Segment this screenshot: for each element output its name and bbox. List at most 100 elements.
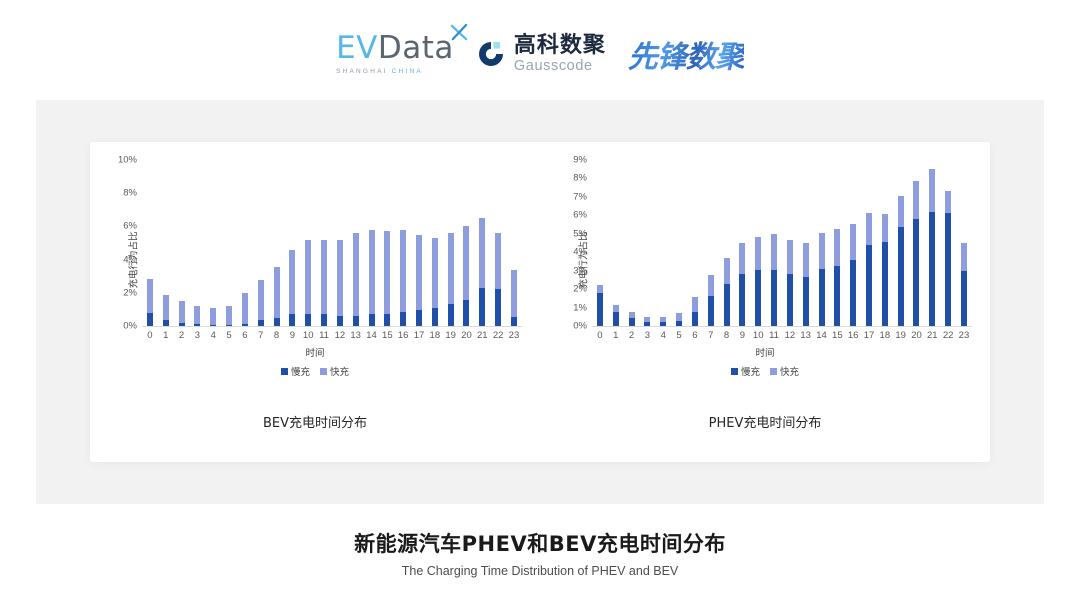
- bar-segment-slow: [834, 265, 841, 326]
- bar-column[interactable]: [158, 160, 174, 326]
- bar-column[interactable]: [284, 160, 300, 326]
- x-tick-label: 13: [350, 330, 361, 341]
- bar-segment-fast: [739, 242, 746, 274]
- bar-column[interactable]: [671, 160, 687, 326]
- bar-segment-slow: [368, 314, 375, 326]
- bar-column[interactable]: [221, 160, 237, 326]
- figure-caption: 新能源汽车PHEV和BEV充电时间分布 The Charging Time Di…: [0, 528, 1080, 578]
- bar-segment-fast: [510, 269, 517, 317]
- bar-stack: [336, 239, 343, 326]
- bar-column[interactable]: [174, 160, 190, 326]
- bar-column[interactable]: [253, 160, 269, 326]
- x-tick-label: 22: [492, 330, 504, 341]
- bar-column[interactable]: [624, 160, 640, 326]
- bar-column[interactable]: [237, 160, 253, 326]
- bar-column[interactable]: [490, 160, 506, 326]
- bar-column[interactable]: [411, 160, 427, 326]
- bar-column[interactable]: [829, 160, 845, 326]
- bar-column[interactable]: [142, 160, 158, 326]
- bar-segment-fast: [881, 213, 888, 243]
- bar-column[interactable]: [427, 160, 443, 326]
- bar-segment-slow: [336, 315, 343, 326]
- legend-item-fast[interactable]: 快充: [770, 364, 799, 378]
- evdata-ev-text: EV: [336, 30, 378, 66]
- bar-column[interactable]: [189, 160, 205, 326]
- bar-column[interactable]: [395, 160, 411, 326]
- bar-column[interactable]: [364, 160, 380, 326]
- x-tick-label: 4: [210, 330, 216, 341]
- bar-column[interactable]: [205, 160, 221, 326]
- bar-column[interactable]: [798, 160, 814, 326]
- bar-column[interactable]: [750, 160, 766, 326]
- bar-column[interactable]: [459, 160, 475, 326]
- legend-label-fast: 快充: [780, 367, 800, 378]
- bar-column[interactable]: [506, 160, 522, 326]
- bar-segment-slow: [289, 314, 296, 326]
- bar-column[interactable]: [782, 160, 798, 326]
- circle-c-icon: [476, 39, 506, 69]
- x-axis-title-phev: 时间: [755, 348, 775, 359]
- bar-column[interactable]: [332, 160, 348, 326]
- bar-segment-fast: [691, 296, 698, 313]
- bar-column[interactable]: [348, 160, 364, 326]
- bar-segment-fast: [865, 213, 872, 245]
- bar-column[interactable]: [443, 160, 459, 326]
- bar-segment-fast: [707, 275, 714, 297]
- bar-segment-slow: [913, 219, 920, 326]
- x-tick-label: 11: [769, 330, 779, 341]
- x-tick-label: 1: [163, 330, 169, 341]
- bar-column[interactable]: [687, 160, 703, 326]
- bar-column[interactable]: [909, 160, 925, 326]
- bar-stack: [146, 278, 153, 326]
- bar-column[interactable]: [861, 160, 877, 326]
- bar-stack: [400, 229, 407, 326]
- legend-swatch-slow: [730, 367, 738, 375]
- legend-item-slow[interactable]: 慢充: [730, 364, 760, 378]
- bar-column[interactable]: [814, 160, 830, 326]
- legend-label-fast: 快充: [330, 367, 350, 378]
- bar-column[interactable]: [845, 160, 861, 326]
- legend-swatch-fast: [770, 367, 777, 375]
- bar-segment-slow: [786, 274, 793, 326]
- bar-segment-slow: [802, 277, 809, 326]
- bar-column[interactable]: [269, 160, 285, 326]
- bar-column[interactable]: [893, 160, 909, 326]
- bar-column[interactable]: [719, 160, 735, 326]
- legend-item-slow[interactable]: 慢充: [280, 364, 310, 378]
- x-tick-label: 2: [178, 330, 185, 341]
- bar-column[interactable]: [300, 160, 316, 326]
- bar-column[interactable]: [592, 160, 608, 326]
- bar-column[interactable]: [877, 160, 893, 326]
- bar-stack: [881, 213, 888, 326]
- bar-stack: [897, 195, 904, 326]
- bar-column[interactable]: [703, 160, 719, 326]
- x-tick-label: 15: [382, 330, 393, 341]
- bar-column[interactable]: [655, 160, 671, 326]
- bar-column[interactable]: [639, 160, 655, 326]
- bar-stack: [194, 306, 201, 326]
- figure-title-en: The Charging Time Distribution of PHEV a…: [401, 564, 679, 578]
- evdata-tagline: SHANGHAI CHINA: [336, 68, 423, 75]
- x-tick-label: 4: [660, 330, 666, 341]
- bar-column[interactable]: [734, 160, 750, 326]
- bar-column[interactable]: [940, 160, 956, 326]
- bar-segment-slow: [960, 270, 967, 326]
- y-tick-label: 6%: [123, 220, 137, 232]
- bar-column[interactable]: [474, 160, 490, 326]
- bar-group-phev: [592, 160, 972, 326]
- bar-stack: [352, 233, 359, 326]
- bar-column[interactable]: [956, 160, 972, 326]
- legend-item-fast[interactable]: 快充: [320, 364, 349, 378]
- bar-column[interactable]: [316, 160, 332, 326]
- x-tick-label: 18: [429, 330, 441, 341]
- y-tick-label: 7%: [573, 191, 587, 203]
- bar-column[interactable]: [608, 160, 624, 326]
- bar-segment-slow: [644, 321, 651, 326]
- x-axis-line: [142, 326, 522, 327]
- bar-segment-fast: [495, 232, 502, 289]
- bar-segment-fast: [210, 307, 217, 325]
- bar-column[interactable]: [379, 160, 395, 326]
- bar-column[interactable]: [766, 160, 782, 326]
- bar-column[interactable]: [924, 160, 940, 326]
- bar-segment-slow: [431, 307, 438, 326]
